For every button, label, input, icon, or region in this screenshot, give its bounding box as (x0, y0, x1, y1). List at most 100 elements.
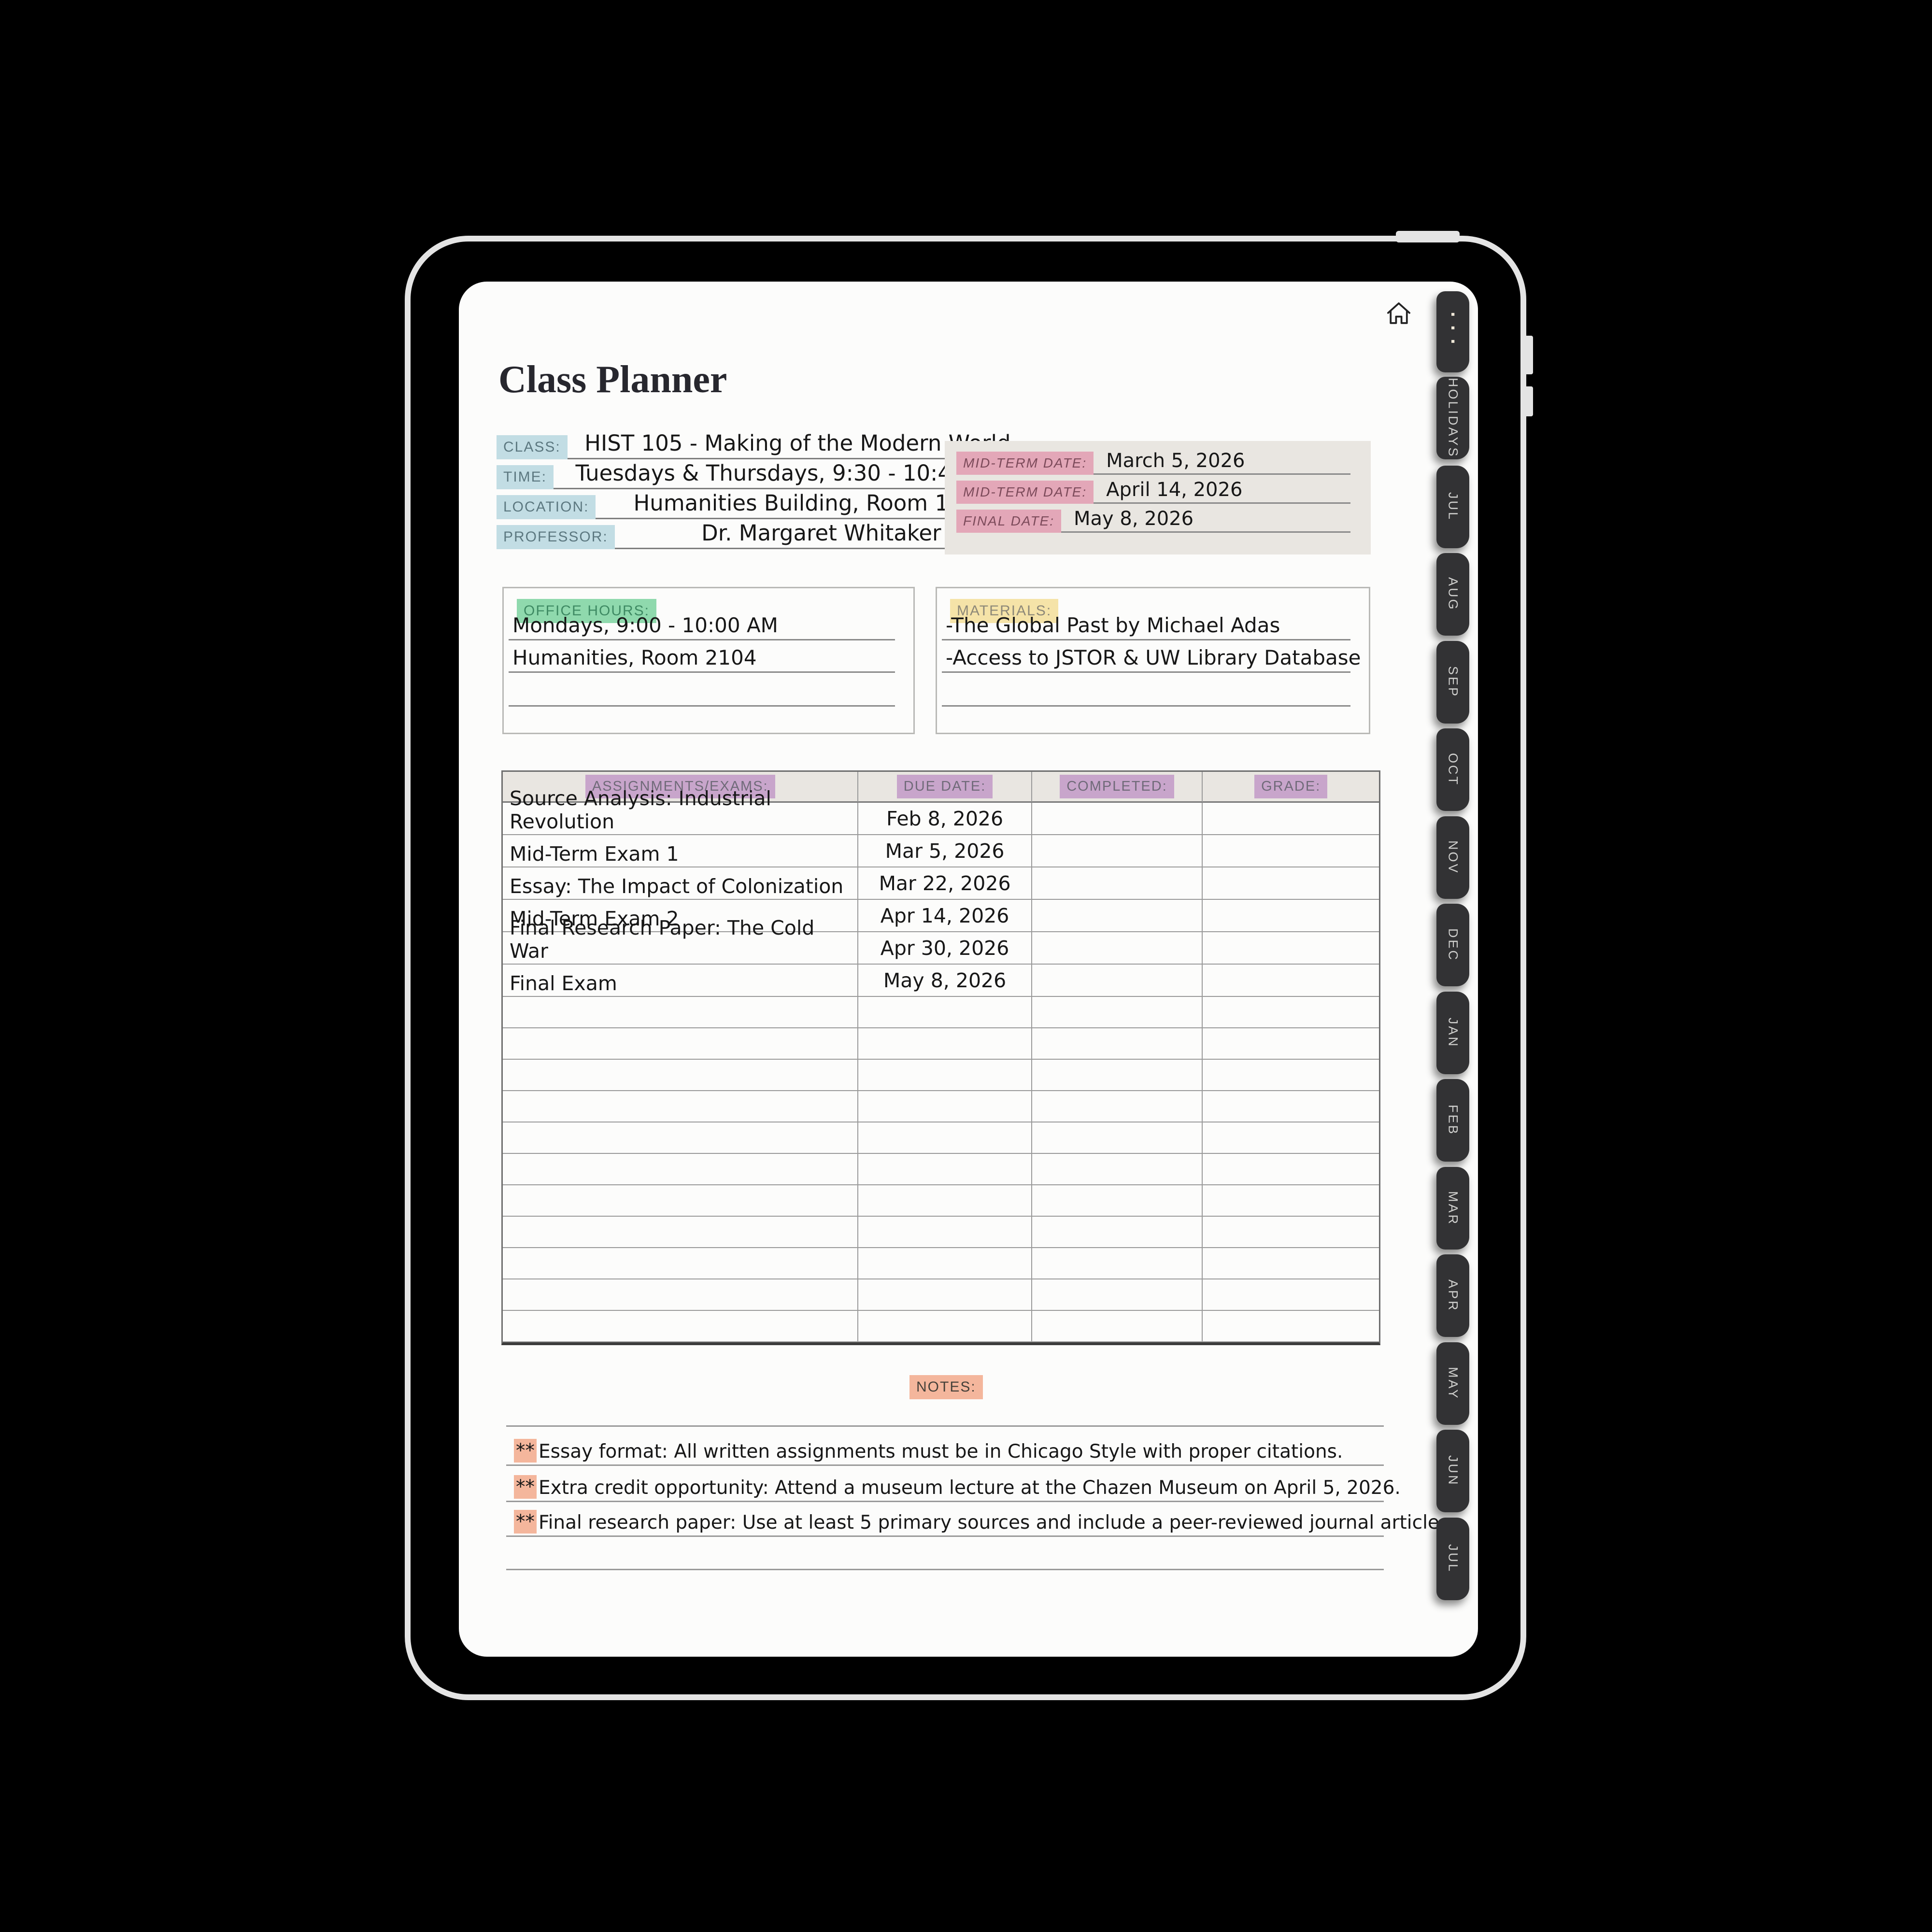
assignment-cell[interactable]: Source Analysis: Industrial Revolution (503, 787, 859, 835)
grade-cell[interactable] (1203, 1060, 1379, 1091)
assignment-cell[interactable]: Final Research Paper: The Cold War (503, 916, 859, 965)
volume-down-button[interactable] (1524, 386, 1533, 416)
assignment-cell[interactable] (503, 1091, 859, 1122)
tab-feb[interactable]: FEB (1436, 1079, 1469, 1162)
completed-cell[interactable] (1032, 835, 1203, 867)
due-date-cell[interactable] (858, 997, 1032, 1028)
due-date-cell[interactable]: May 8, 2026 (858, 965, 1032, 997)
location-value-field[interactable]: Humanities Building, Room 1210 (596, 490, 1028, 519)
note-line[interactable]: ** Extra credit opportunity: Attend a mu… (506, 1473, 1401, 1502)
grade-cell[interactable] (1203, 1311, 1379, 1342)
due-date-cell[interactable] (858, 1279, 1032, 1311)
due-date-cell[interactable] (858, 1311, 1032, 1342)
final-date-field[interactable]: May 8, 2026 (1061, 508, 1350, 533)
tab-more[interactable]: ··· (1436, 291, 1469, 372)
assignment-cell[interactable] (503, 1279, 859, 1311)
office-hours-line[interactable]: Humanities, Room 2104 (509, 642, 895, 673)
completed-cell[interactable] (1032, 1122, 1203, 1154)
completed-cell[interactable] (1032, 997, 1203, 1028)
assignment-cell[interactable] (503, 997, 859, 1028)
professor-value-field[interactable]: Dr. Margaret Whitaker (614, 520, 1028, 549)
completed-cell[interactable] (1032, 965, 1203, 997)
grade-cell[interactable] (1203, 900, 1379, 932)
assignment-cell[interactable] (503, 1028, 859, 1060)
grade-cell[interactable] (1203, 1217, 1379, 1248)
tab-jan[interactable]: JAN (1436, 992, 1469, 1074)
tab-holidays[interactable]: HOLIDAYS (1436, 377, 1469, 459)
assignment-cell[interactable] (503, 1311, 859, 1342)
assignment-cell[interactable]: Final Exam (503, 965, 859, 997)
midterm1-date-field[interactable]: March 5, 2026 (1094, 450, 1350, 475)
assignment-cell[interactable] (503, 1248, 859, 1279)
completed-cell[interactable] (1032, 1060, 1203, 1091)
grade-cell[interactable] (1203, 1122, 1379, 1154)
tab-mar[interactable]: MAR (1436, 1167, 1469, 1250)
completed-cell[interactable] (1032, 1091, 1203, 1122)
volume-up-button[interactable] (1524, 336, 1533, 374)
class-value-field[interactable]: HIST 105 - Making of the Modern World (567, 430, 1028, 459)
due-date-cell[interactable] (858, 1091, 1032, 1122)
grade-cell[interactable] (1203, 835, 1379, 867)
grade-cell[interactable] (1203, 1154, 1379, 1185)
assignment-cell[interactable]: Essay: The Impact of Colonization (503, 867, 859, 900)
tab-jul-2[interactable]: JUL (1436, 1518, 1469, 1600)
assignment-cell[interactable] (503, 1154, 859, 1185)
due-date-cell[interactable] (858, 1154, 1032, 1185)
completed-cell[interactable] (1032, 1154, 1203, 1185)
grade-cell[interactable] (1203, 1028, 1379, 1060)
grade-cell[interactable] (1203, 997, 1379, 1028)
materials-line[interactable]: -The Global Past by Michael Adas (942, 610, 1350, 640)
completed-cell[interactable] (1032, 803, 1203, 835)
due-date-cell[interactable]: Apr 30, 2026 (858, 932, 1032, 965)
grade-cell[interactable] (1203, 1091, 1379, 1122)
assignment-cell[interactable] (503, 1122, 859, 1154)
completed-cell[interactable] (1032, 1028, 1203, 1060)
note-line[interactable]: ** Essay format: All written assignments… (506, 1437, 1384, 1466)
assignment-cell[interactable]: Mid-Term Exam 1 (503, 835, 859, 867)
grade-cell[interactable] (1203, 803, 1379, 835)
due-date-cell[interactable]: Mar 5, 2026 (858, 835, 1032, 867)
assignment-cell[interactable] (503, 1185, 859, 1217)
tab-sep[interactable]: SEP (1436, 641, 1469, 724)
completed-cell[interactable] (1032, 900, 1203, 932)
tab-apr[interactable]: APR (1436, 1254, 1469, 1337)
completed-cell[interactable] (1032, 1311, 1203, 1342)
completed-cell[interactable] (1032, 867, 1203, 900)
tab-dec[interactable]: DEC (1436, 904, 1469, 986)
time-value-field[interactable]: Tuesdays & Thursdays, 9:30 - 10:45 AM (554, 460, 1028, 489)
power-button[interactable] (1396, 231, 1460, 242)
office-hours-line[interactable]: Mondays, 9:00 - 10:00 AM (509, 610, 895, 640)
grade-cell[interactable] (1203, 867, 1379, 900)
grade-cell[interactable] (1203, 965, 1379, 997)
tab-oct[interactable]: OCT (1436, 728, 1469, 811)
completed-cell[interactable] (1032, 1248, 1203, 1279)
due-date-cell[interactable] (858, 1028, 1032, 1060)
assignment-cell[interactable]: Mid-Term Exam 2 (503, 900, 859, 932)
office-hours-line[interactable] (509, 676, 895, 707)
due-date-cell[interactable] (858, 1217, 1032, 1248)
due-date-cell[interactable] (858, 1248, 1032, 1279)
due-date-cell[interactable] (858, 1060, 1032, 1091)
completed-cell[interactable] (1032, 1279, 1203, 1311)
tab-aug[interactable]: AUG (1436, 553, 1469, 636)
grade-cell[interactable] (1203, 1248, 1379, 1279)
tab-jun[interactable]: JUN (1436, 1430, 1469, 1512)
note-line[interactable]: ** Final research paper: Use at least 5 … (506, 1508, 1445, 1537)
assignment-cell[interactable] (503, 1060, 859, 1091)
due-date-cell[interactable]: Apr 14, 2026 (858, 900, 1032, 932)
materials-line[interactable] (942, 676, 1350, 707)
completed-cell[interactable] (1032, 1185, 1203, 1217)
tab-nov[interactable]: NOV (1436, 816, 1469, 899)
grade-cell[interactable] (1203, 1279, 1379, 1311)
grade-cell[interactable] (1203, 1185, 1379, 1217)
completed-cell[interactable] (1032, 932, 1203, 965)
due-date-cell[interactable]: Feb 8, 2026 (858, 803, 1032, 835)
midterm2-date-field[interactable]: April 14, 2026 (1094, 479, 1350, 504)
due-date-cell[interactable]: Mar 22, 2026 (858, 867, 1032, 900)
tab-jul[interactable]: JUL (1436, 466, 1469, 548)
assignment-cell[interactable] (503, 1217, 859, 1248)
home-icon[interactable] (1385, 300, 1412, 327)
due-date-cell[interactable] (858, 1185, 1032, 1217)
completed-cell[interactable] (1032, 1217, 1203, 1248)
grade-cell[interactable] (1203, 932, 1379, 965)
